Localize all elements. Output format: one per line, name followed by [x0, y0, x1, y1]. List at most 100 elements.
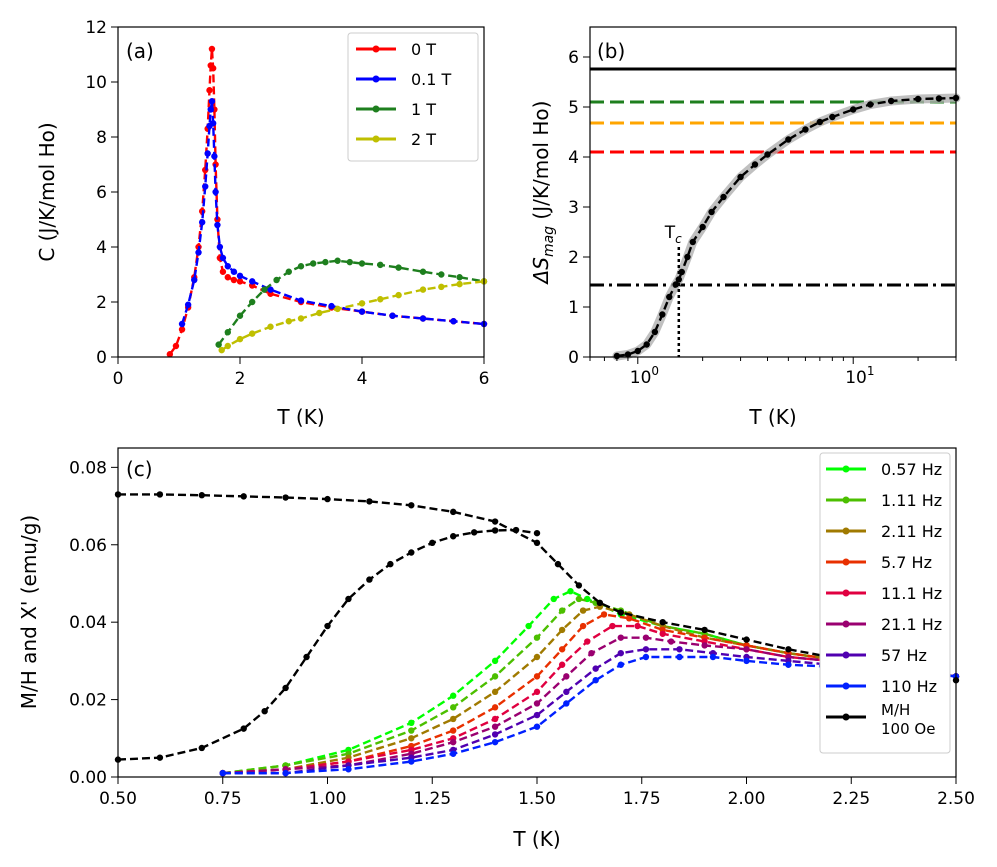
data-point	[395, 264, 402, 271]
y-tick-label: 4	[568, 148, 579, 168]
x-tick-label: 2.25	[832, 789, 870, 809]
panel-b-xlabel: T (K)	[748, 405, 796, 429]
data-point	[533, 723, 541, 730]
data-point	[236, 312, 244, 319]
x-tick-label: 6	[479, 369, 490, 389]
panel-a-xlabel: T (K)	[276, 405, 324, 429]
data-point	[491, 518, 499, 525]
data-point	[215, 341, 222, 348]
data-point	[575, 595, 583, 603]
data-point	[533, 688, 541, 696]
data-point	[554, 560, 562, 568]
data-point	[219, 268, 227, 275]
y-tick-label: 0.08	[69, 458, 107, 478]
y-tick-label: 0	[96, 348, 107, 368]
data-point	[579, 607, 587, 614]
panel-c: 0.50 0.75 1.00 1.25 1.50 1.75 2.00 2.25 2.50 0.00…	[17, 447, 975, 851]
data-point	[310, 260, 317, 267]
data-point	[297, 263, 305, 270]
data-point	[208, 45, 216, 53]
data-point	[676, 646, 683, 653]
data-point	[324, 622, 331, 630]
data-point	[450, 715, 457, 723]
legend-marker	[842, 527, 850, 535]
data-point	[914, 95, 922, 103]
data-point	[156, 754, 164, 761]
data-point	[261, 708, 268, 715]
data-point	[450, 727, 457, 734]
data-point	[617, 609, 624, 616]
data-point	[408, 758, 415, 765]
data-point	[651, 328, 659, 336]
legend-marker	[372, 105, 380, 113]
data-point	[456, 280, 463, 288]
data-point	[282, 769, 289, 777]
data-point	[224, 274, 231, 281]
data-point	[701, 626, 708, 634]
data-point	[584, 638, 591, 645]
panel-a-legend: 0 T 0.1 T 1 T 2 T	[347, 32, 479, 162]
data-point	[751, 161, 759, 168]
data-point	[642, 646, 650, 653]
data-point	[358, 308, 366, 315]
data-point	[563, 673, 570, 680]
legend-marker	[842, 651, 850, 659]
data-point	[219, 769, 226, 777]
data-point	[240, 493, 247, 500]
data-point	[491, 731, 499, 738]
y-tick-label: 0.02	[69, 691, 107, 711]
data-point	[935, 95, 943, 102]
data-point	[408, 549, 415, 556]
panel-b-frame	[589, 26, 957, 358]
data-point	[282, 494, 289, 501]
data-point	[643, 341, 650, 348]
x-tick-label: 2.50	[937, 789, 975, 809]
x-tick-label: 0.75	[204, 789, 242, 809]
data-point	[297, 315, 305, 322]
data-point	[699, 223, 706, 231]
series-line-9	[117, 528, 538, 761]
x-tick-label: 0	[113, 369, 124, 389]
data-point	[588, 649, 595, 657]
series-line-7	[222, 655, 957, 775]
data-point	[450, 692, 457, 699]
panel-b-ylabel: ΔSmag (J/K/mol Ho)	[529, 101, 557, 286]
data-point	[672, 281, 679, 288]
data-point	[178, 320, 186, 328]
data-point	[617, 649, 624, 657]
data-point	[240, 725, 247, 732]
x-tick-label: 100	[630, 364, 659, 388]
data-point	[563, 700, 570, 707]
data-point	[230, 276, 238, 284]
data-point	[438, 271, 445, 278]
y-tick-label: 4	[96, 238, 107, 258]
legend-marker	[842, 558, 850, 566]
x-tick-label: 4	[357, 369, 368, 389]
data-point	[206, 87, 213, 94]
legend-marker	[842, 713, 850, 721]
legend-marker	[842, 589, 850, 597]
data-point	[592, 677, 599, 684]
data-point	[701, 642, 708, 649]
data-point	[533, 711, 541, 719]
legend-label: 100 Oe	[881, 720, 935, 738]
data-point	[689, 238, 696, 246]
data-point	[204, 150, 211, 157]
y-tick-label: 0.04	[69, 613, 107, 633]
data-point	[491, 673, 499, 680]
data-point	[328, 302, 335, 310]
legend-label: 1 T	[411, 100, 436, 119]
data-point	[579, 622, 587, 630]
legend-label: 0 T	[411, 40, 436, 59]
legend-label: 110 Hz	[881, 677, 937, 696]
tc-annotation: Tc	[664, 223, 682, 246]
data-point	[533, 653, 541, 661]
data-point	[659, 618, 666, 626]
data-point	[450, 750, 457, 757]
x-tick-label: 2	[235, 369, 246, 389]
legend-label: 0.57 Hz	[881, 460, 942, 479]
data-point	[303, 653, 310, 661]
panel-a-legend-box	[347, 32, 479, 162]
y-tick-label: 2	[96, 293, 107, 313]
